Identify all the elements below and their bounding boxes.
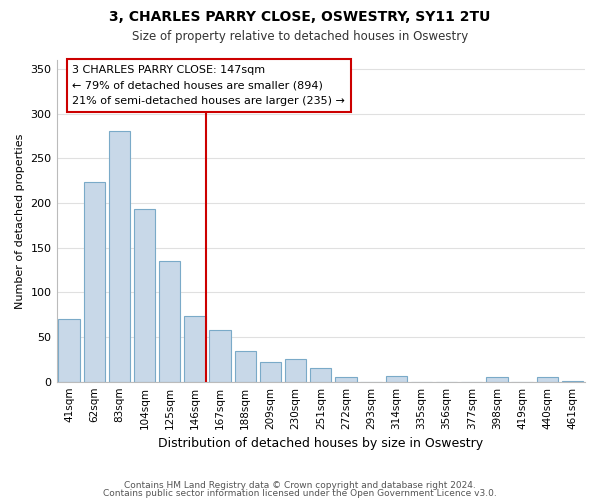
Text: Contains public sector information licensed under the Open Government Licence v3: Contains public sector information licen…: [103, 488, 497, 498]
Text: 3 CHARLES PARRY CLOSE: 147sqm
← 79% of detached houses are smaller (894)
21% of : 3 CHARLES PARRY CLOSE: 147sqm ← 79% of d…: [73, 65, 345, 106]
Y-axis label: Number of detached properties: Number of detached properties: [15, 133, 25, 308]
Bar: [235, 352, 256, 382]
Bar: [562, 381, 583, 382]
Bar: [134, 209, 155, 382]
Bar: [159, 261, 181, 382]
Bar: [310, 368, 331, 382]
Bar: [209, 330, 231, 382]
Bar: [109, 132, 130, 382]
Bar: [58, 319, 80, 382]
Bar: [83, 182, 105, 382]
X-axis label: Distribution of detached houses by size in Oswestry: Distribution of detached houses by size …: [158, 437, 484, 450]
Bar: [536, 377, 558, 382]
Bar: [285, 360, 307, 382]
Bar: [335, 377, 356, 382]
Bar: [486, 377, 508, 382]
Text: Contains HM Land Registry data © Crown copyright and database right 2024.: Contains HM Land Registry data © Crown c…: [124, 481, 476, 490]
Text: Size of property relative to detached houses in Oswestry: Size of property relative to detached ho…: [132, 30, 468, 43]
Bar: [260, 362, 281, 382]
Bar: [386, 376, 407, 382]
Text: 3, CHARLES PARRY CLOSE, OSWESTRY, SY11 2TU: 3, CHARLES PARRY CLOSE, OSWESTRY, SY11 2…: [109, 10, 491, 24]
Bar: [184, 316, 206, 382]
